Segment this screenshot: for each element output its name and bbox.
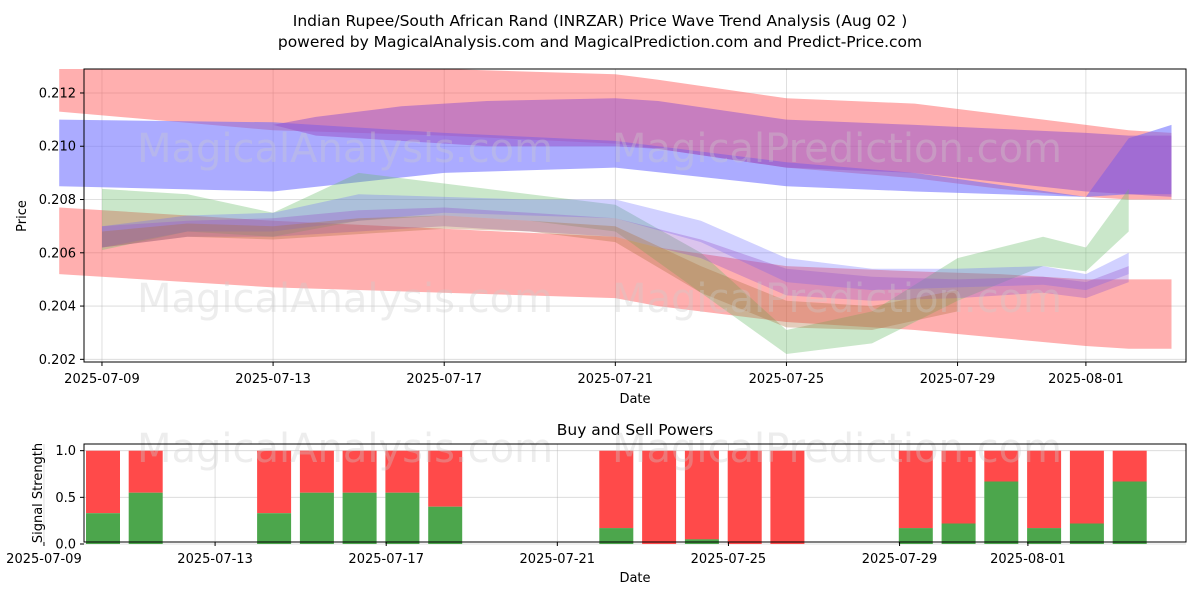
sell-bar <box>86 450 120 514</box>
price-x-tick-label: 2025-07-25 <box>749 372 825 387</box>
sell-bar <box>941 450 976 524</box>
sell-bar <box>599 450 634 529</box>
price-plot-frame <box>83 68 1187 363</box>
wave-band-2 <box>59 119 1172 197</box>
sell-bar <box>898 450 933 529</box>
buy-bar <box>128 492 163 544</box>
watermark-prediction-top: MagicalPrediction.com <box>612 126 1062 172</box>
sell-bar <box>342 450 377 493</box>
price-y-tick-label: 0.210 <box>39 140 76 155</box>
wave-band-1 <box>59 207 1172 349</box>
price-y-tick-label: 0.206 <box>39 246 76 261</box>
buy-bar <box>385 492 420 544</box>
signal-x-ticks: 2025-07-09 2025-07-13 2025-07-17 2025-07-21… <box>6 542 1066 567</box>
buy-sell-plot: Buy and Sell Powers MagicalAnalysis.com … <box>6 421 1187 586</box>
watermark-analysis-top: MagicalAnalysis.com <box>137 126 553 172</box>
price-x-tick-label: 2025-07-17 <box>406 372 482 387</box>
signal-x-tick-label: 2025-08-01 <box>990 552 1066 567</box>
buy-bar <box>342 492 377 544</box>
buy-bar <box>428 506 463 544</box>
buy-bar <box>599 528 634 544</box>
sell-bar <box>642 450 677 544</box>
price-x-ticks: 2025-07-09 2025-07-13 2025-07-17 2025-07-21… <box>64 362 1124 387</box>
price-wave-plot: MagicalAnalysis.com MagicalPrediction.co… <box>15 68 1187 407</box>
buy-bar <box>1112 481 1147 544</box>
sell-bar <box>428 450 463 507</box>
sell-bar <box>257 450 292 514</box>
price-x-tick-label: 2025-08-01 <box>1048 372 1124 387</box>
price-y-ticks: 0.202 0.204 0.206 0.208 0.210 0.212 <box>39 86 84 368</box>
watermark-prediction-bottom: MagicalPrediction.com <box>612 426 1062 472</box>
buy-bar <box>257 513 292 544</box>
price-y-tick-label: 0.204 <box>39 300 76 315</box>
price-x-tick-label: 2025-07-09 <box>64 372 140 387</box>
sell-bar <box>385 450 420 493</box>
signal-x-tick-label: 2025-07-13 <box>177 552 253 567</box>
price-x-tick-label: 2025-07-21 <box>578 372 654 387</box>
price-y-tick-label: 0.202 <box>39 353 76 368</box>
signal-x-axis-label: Date <box>619 571 650 586</box>
signal-x-tick-label: 2025-07-17 <box>348 552 424 567</box>
wave-band-6 <box>102 207 1129 301</box>
price-y-tick-label: 0.212 <box>39 86 76 101</box>
wave-band-5 <box>102 194 1129 291</box>
price-x-axis-label: Date <box>619 392 650 407</box>
sell-bar <box>299 450 334 493</box>
watermark-analysis-bottom: MagicalAnalysis.com <box>137 426 553 472</box>
price-y-tick-label: 0.208 <box>39 193 76 208</box>
buy-bar <box>898 528 933 544</box>
chart-title-line-1: Indian Rupee/South African Rand (INRZAR)… <box>293 12 908 30</box>
sell-bar <box>770 450 805 544</box>
buy-bar <box>984 481 1019 544</box>
buy-bar <box>1069 523 1104 544</box>
signal-x-tick-label: 2025-07-29 <box>862 552 938 567</box>
watermark-prediction-mid: MagicalPrediction.com <box>612 276 1062 322</box>
wave-band-7 <box>102 215 958 330</box>
buy-bar <box>299 492 334 544</box>
wave-band-3 <box>273 98 1172 197</box>
wave-band-4 <box>102 172 1129 354</box>
signal-x-tick-label: 2025-07-09 <box>6 552 82 567</box>
buy-bar <box>941 523 976 544</box>
signal-y-tick-label: 0.5 <box>55 491 76 506</box>
price-wave-bands <box>59 69 1172 354</box>
sell-bar <box>684 450 719 540</box>
signal-x-tick-label: 2025-07-25 <box>691 552 767 567</box>
signal-y-ticks: 0.0 0.5 1.0 <box>55 444 84 553</box>
sell-bar <box>128 450 163 493</box>
buy-bar <box>1027 528 1062 544</box>
price-x-tick-label: 2025-07-13 <box>235 372 311 387</box>
sell-bar <box>984 450 1019 482</box>
chart-title-line-2: powered by MagicalAnalysis.com and Magic… <box>278 33 922 51</box>
buy-sell-title: Buy and Sell Powers <box>557 421 714 439</box>
price-y-axis-label: Price <box>15 200 30 232</box>
signal-y-tick-label: 0.0 <box>55 538 76 553</box>
signal-bars <box>86 450 1147 544</box>
watermark-analysis-mid: MagicalAnalysis.com <box>137 276 553 322</box>
buy-bar <box>86 513 120 544</box>
signal-plot-frame <box>83 443 1187 543</box>
sell-bar <box>1069 450 1104 524</box>
sell-bar <box>1027 450 1062 529</box>
price-x-tick-label: 2025-07-29 <box>920 372 996 387</box>
signal-x-tick-label: 2025-07-21 <box>520 552 596 567</box>
signal-y-tick-label: 1.0 <box>55 444 76 459</box>
signal-y-axis-label: Signal Strength <box>31 443 46 543</box>
sell-bar <box>1112 450 1147 482</box>
sell-bar <box>727 450 762 544</box>
